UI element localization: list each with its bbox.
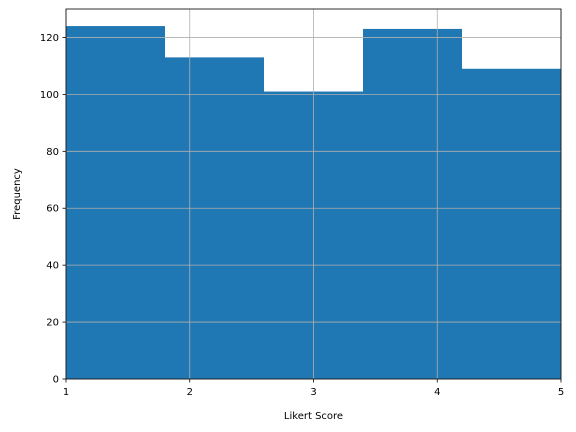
x-tick-label: 1 xyxy=(63,387,69,398)
x-tick-label: 3 xyxy=(310,387,316,398)
x-tick-label: 4 xyxy=(434,387,440,398)
y-tick-label: 120 xyxy=(40,33,59,44)
x-tick-label: 2 xyxy=(187,387,193,398)
y-tick-label: 40 xyxy=(46,261,59,272)
axes-layer: 1 2 3 4 5 0 20 40 60 80 100 120 xyxy=(40,8,564,398)
y-tick-label: 60 xyxy=(46,204,59,215)
y-axis-label: Frequency xyxy=(12,168,23,220)
y-tick-label: 20 xyxy=(46,318,59,329)
bars-layer xyxy=(66,26,561,380)
y-tick-label: 100 xyxy=(40,90,59,101)
x-axis-label: Likert Score xyxy=(284,411,343,422)
y-tick-label: 0 xyxy=(53,375,59,386)
histogram-bar-5 xyxy=(462,68,561,380)
y-tick-label: 80 xyxy=(46,147,59,158)
histogram-bar-4 xyxy=(363,28,462,380)
histogram-bar-1 xyxy=(66,26,165,379)
x-tick-label: 5 xyxy=(558,387,564,398)
histogram-bar-2 xyxy=(165,57,264,380)
